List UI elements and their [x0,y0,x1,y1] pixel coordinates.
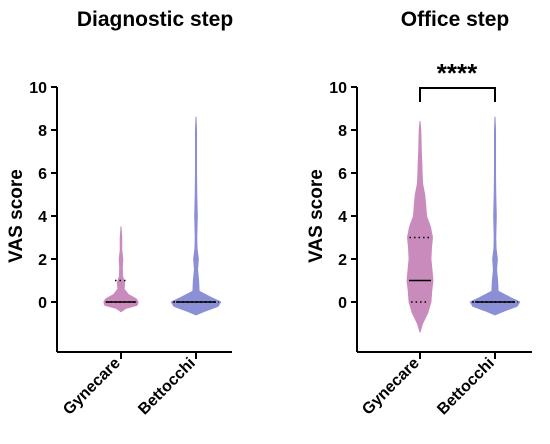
y-tick-label: 10 [29,80,47,97]
significance-bracket [419,87,496,102]
violin-bettocchi [469,116,521,316]
y-tick-label: 6 [38,166,47,183]
y-tick-label: 2 [338,252,347,269]
violin-bettocchi [170,116,222,316]
y-tick-label: 8 [338,123,347,140]
chart-title: Office step [401,8,510,31]
panel-diagnostic-step: Diagnostic step VAS score Gynecare Betto… [6,8,233,418]
y-tick-label: 0 [338,295,347,312]
category-label-gynecare: Gynecare [60,355,124,419]
y-axis-label: VAS score [306,169,327,263]
y-tick-label: 10 [329,80,347,97]
violin-gynecare [406,120,434,333]
y-tick-label: 6 [338,166,347,183]
y-tick-label: 0 [38,295,47,312]
violin-gynecare [103,226,139,313]
panel-office-step: Office step VAS score Gynecare Bettocchi… [306,8,532,418]
chart-title: Diagnostic step [77,8,233,31]
significance-label: **** [437,58,478,88]
category-label-bettocchi: Bettocchi [434,355,498,419]
y-tick-label: 8 [38,123,47,140]
y-tick-label: 2 [38,252,47,269]
category-label-bettocchi: Bettocchi [135,355,199,419]
y-tick-label: 4 [38,209,47,226]
y-axis-label: VAS score [6,169,27,263]
category-label-gynecare: Gynecare [359,355,423,419]
y-tick-label: 4 [338,209,347,226]
